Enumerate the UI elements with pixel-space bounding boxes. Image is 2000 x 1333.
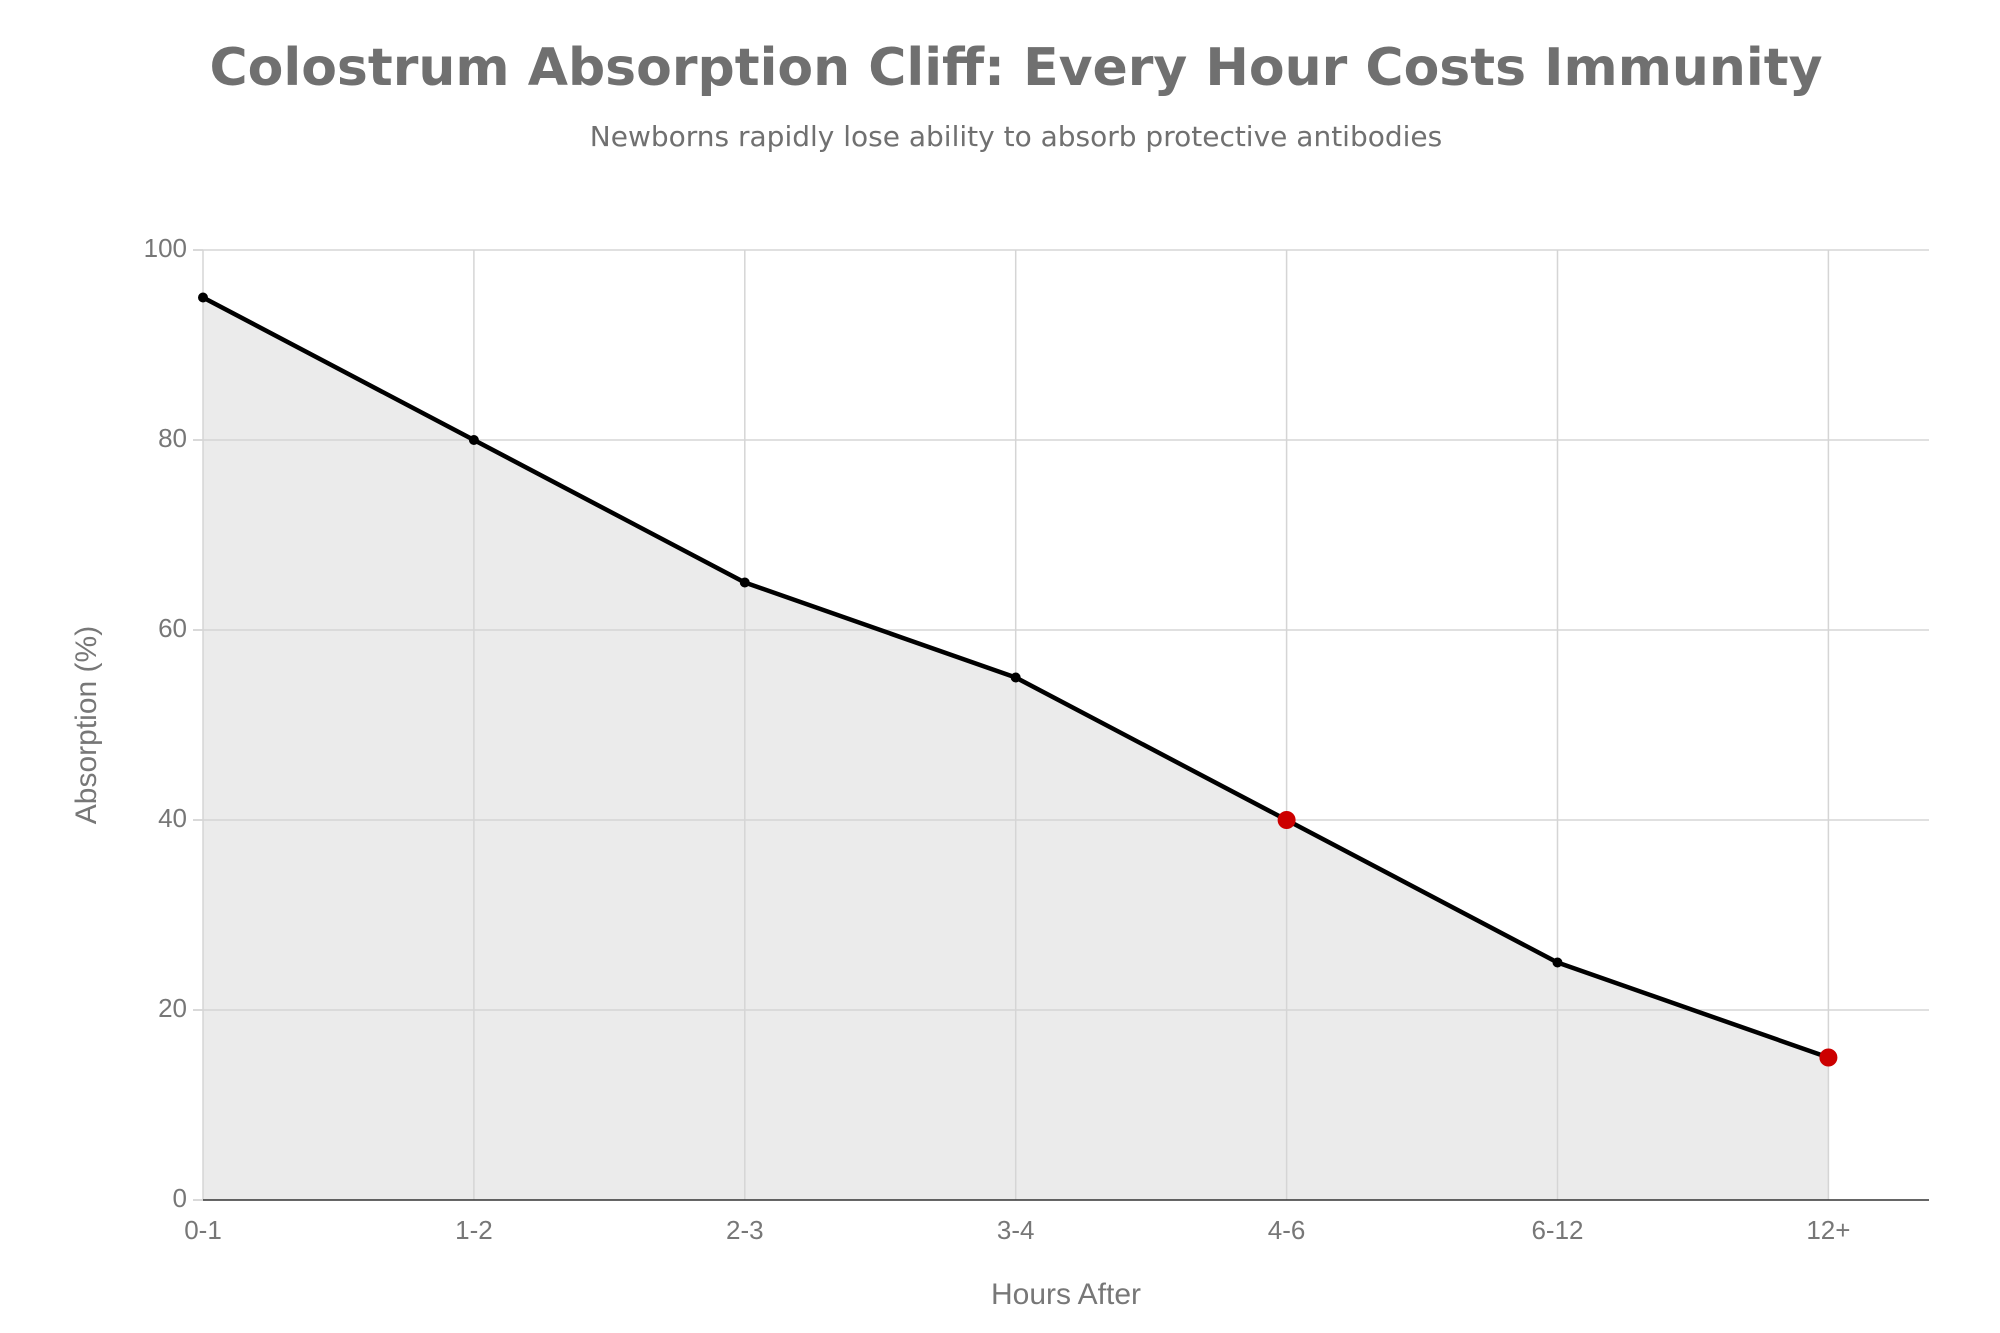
point	[1552, 957, 1563, 968]
point	[739, 577, 750, 588]
y-axis-title: Absorption (%)	[70, 626, 103, 824]
y-tick-label: 100	[144, 233, 187, 263]
x-tick-label: 2-3	[726, 1215, 764, 1245]
point	[468, 435, 479, 445]
chart-title: Colostrum Absorption Cliff: Every Hour C…	[210, 38, 1823, 98]
y-tick-label: 40	[158, 803, 187, 833]
point	[1277, 811, 1296, 829]
chart-subtitle: Newborns rapidly lose ability to absorb …	[590, 120, 1442, 153]
y-tick-label: 20	[158, 993, 187, 1023]
x-tick-label: 6-12	[1531, 1215, 1583, 1245]
y-tick-label: 80	[158, 423, 187, 453]
point	[1819, 1048, 1838, 1067]
y-tick-label: 0	[173, 1183, 187, 1213]
point	[1010, 672, 1021, 683]
x-tick-label: 0-1	[184, 1215, 222, 1245]
x-tick-label: 3-4	[997, 1215, 1035, 1245]
y-tick-label: 60	[158, 613, 187, 643]
point	[198, 292, 208, 303]
x-tick-label: 1-2	[455, 1215, 493, 1245]
x-axis-title: Hours After	[991, 1278, 1141, 1311]
x-tick-label: 12+	[1806, 1215, 1850, 1245]
x-tick-label: 4-6	[1268, 1215, 1306, 1245]
